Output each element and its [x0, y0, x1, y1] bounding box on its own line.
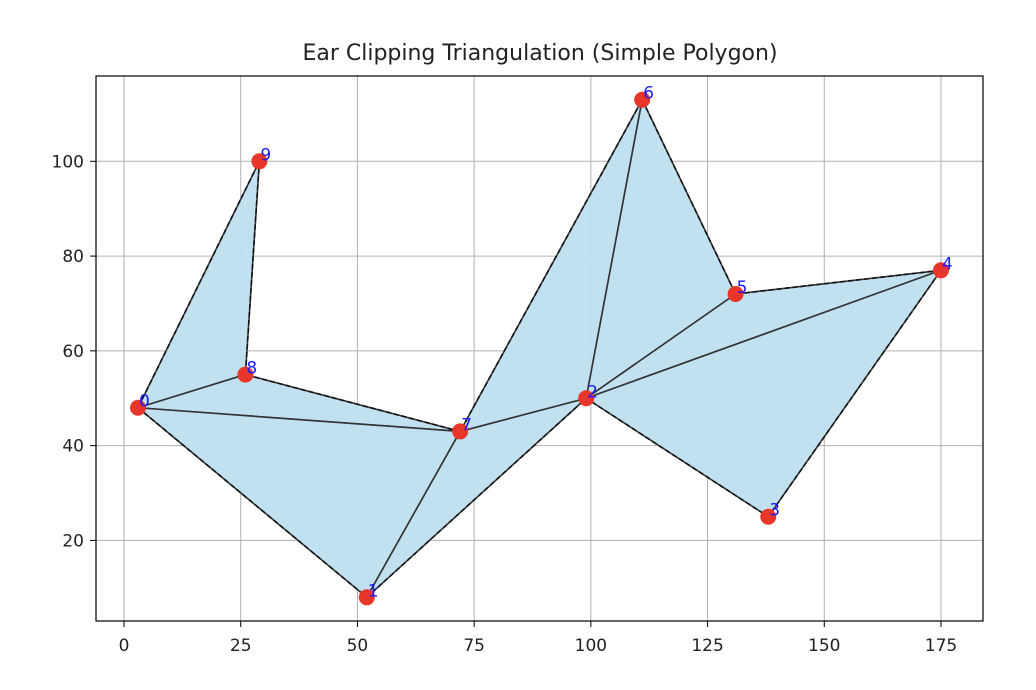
y-tick-label-4: 100 — [52, 152, 84, 172]
x-axis: 0 25 50 75 100 125 150 175 — [119, 621, 957, 656]
x-tick-label-7: 175 — [925, 636, 957, 656]
x-tick-label-6: 150 — [808, 636, 840, 656]
triangles — [137, 98, 942, 599]
point-6 — [634, 91, 651, 108]
point-9 — [251, 153, 268, 170]
point-label-0: 0 — [139, 392, 150, 412]
point-2 — [578, 390, 595, 407]
point-4 — [932, 262, 949, 279]
chart-title: Ear Clipping Triangulation (Simple Polyg… — [302, 41, 777, 66]
x-tick-label-4: 100 — [575, 636, 607, 656]
y-tick-label-2: 60 — [62, 342, 84, 362]
triangle-2 — [137, 406, 461, 599]
point-5 — [727, 286, 744, 302]
x-tick-label-1: 25 — [230, 636, 252, 656]
point-label-7: 7 — [461, 415, 472, 435]
point-0 — [130, 399, 147, 416]
point-label-5: 5 — [737, 278, 748, 298]
point-label-4: 4 — [942, 254, 953, 274]
x-tick-label-2: 50 — [347, 636, 369, 656]
point-label-9: 9 — [260, 145, 271, 165]
x-tick-label-5: 125 — [691, 636, 723, 656]
y-tick-label-1: 40 — [62, 437, 84, 457]
point-1 — [358, 589, 375, 606]
x-tick-label-3: 75 — [463, 636, 485, 656]
point-7 — [452, 423, 469, 440]
y-axis: 20 40 60 80 100 — [52, 152, 96, 551]
point-label-1: 1 — [368, 581, 379, 601]
points — [130, 91, 949, 606]
x-tick-label-0: 0 — [119, 636, 130, 656]
point-label-6: 6 — [643, 84, 654, 104]
y-tick-label-0: 20 — [62, 531, 84, 551]
plot-frame — [95, 75, 984, 622]
point-label-8: 8 — [246, 359, 257, 379]
y-tick-label-3: 80 — [62, 247, 84, 267]
point-3 — [760, 508, 777, 525]
point-label-2: 2 — [587, 382, 598, 402]
point-label-3: 3 — [769, 501, 780, 521]
point-labels: 0 1 2 3 4 5 6 7 8 9 — [139, 84, 953, 602]
point-8 — [237, 366, 254, 383]
